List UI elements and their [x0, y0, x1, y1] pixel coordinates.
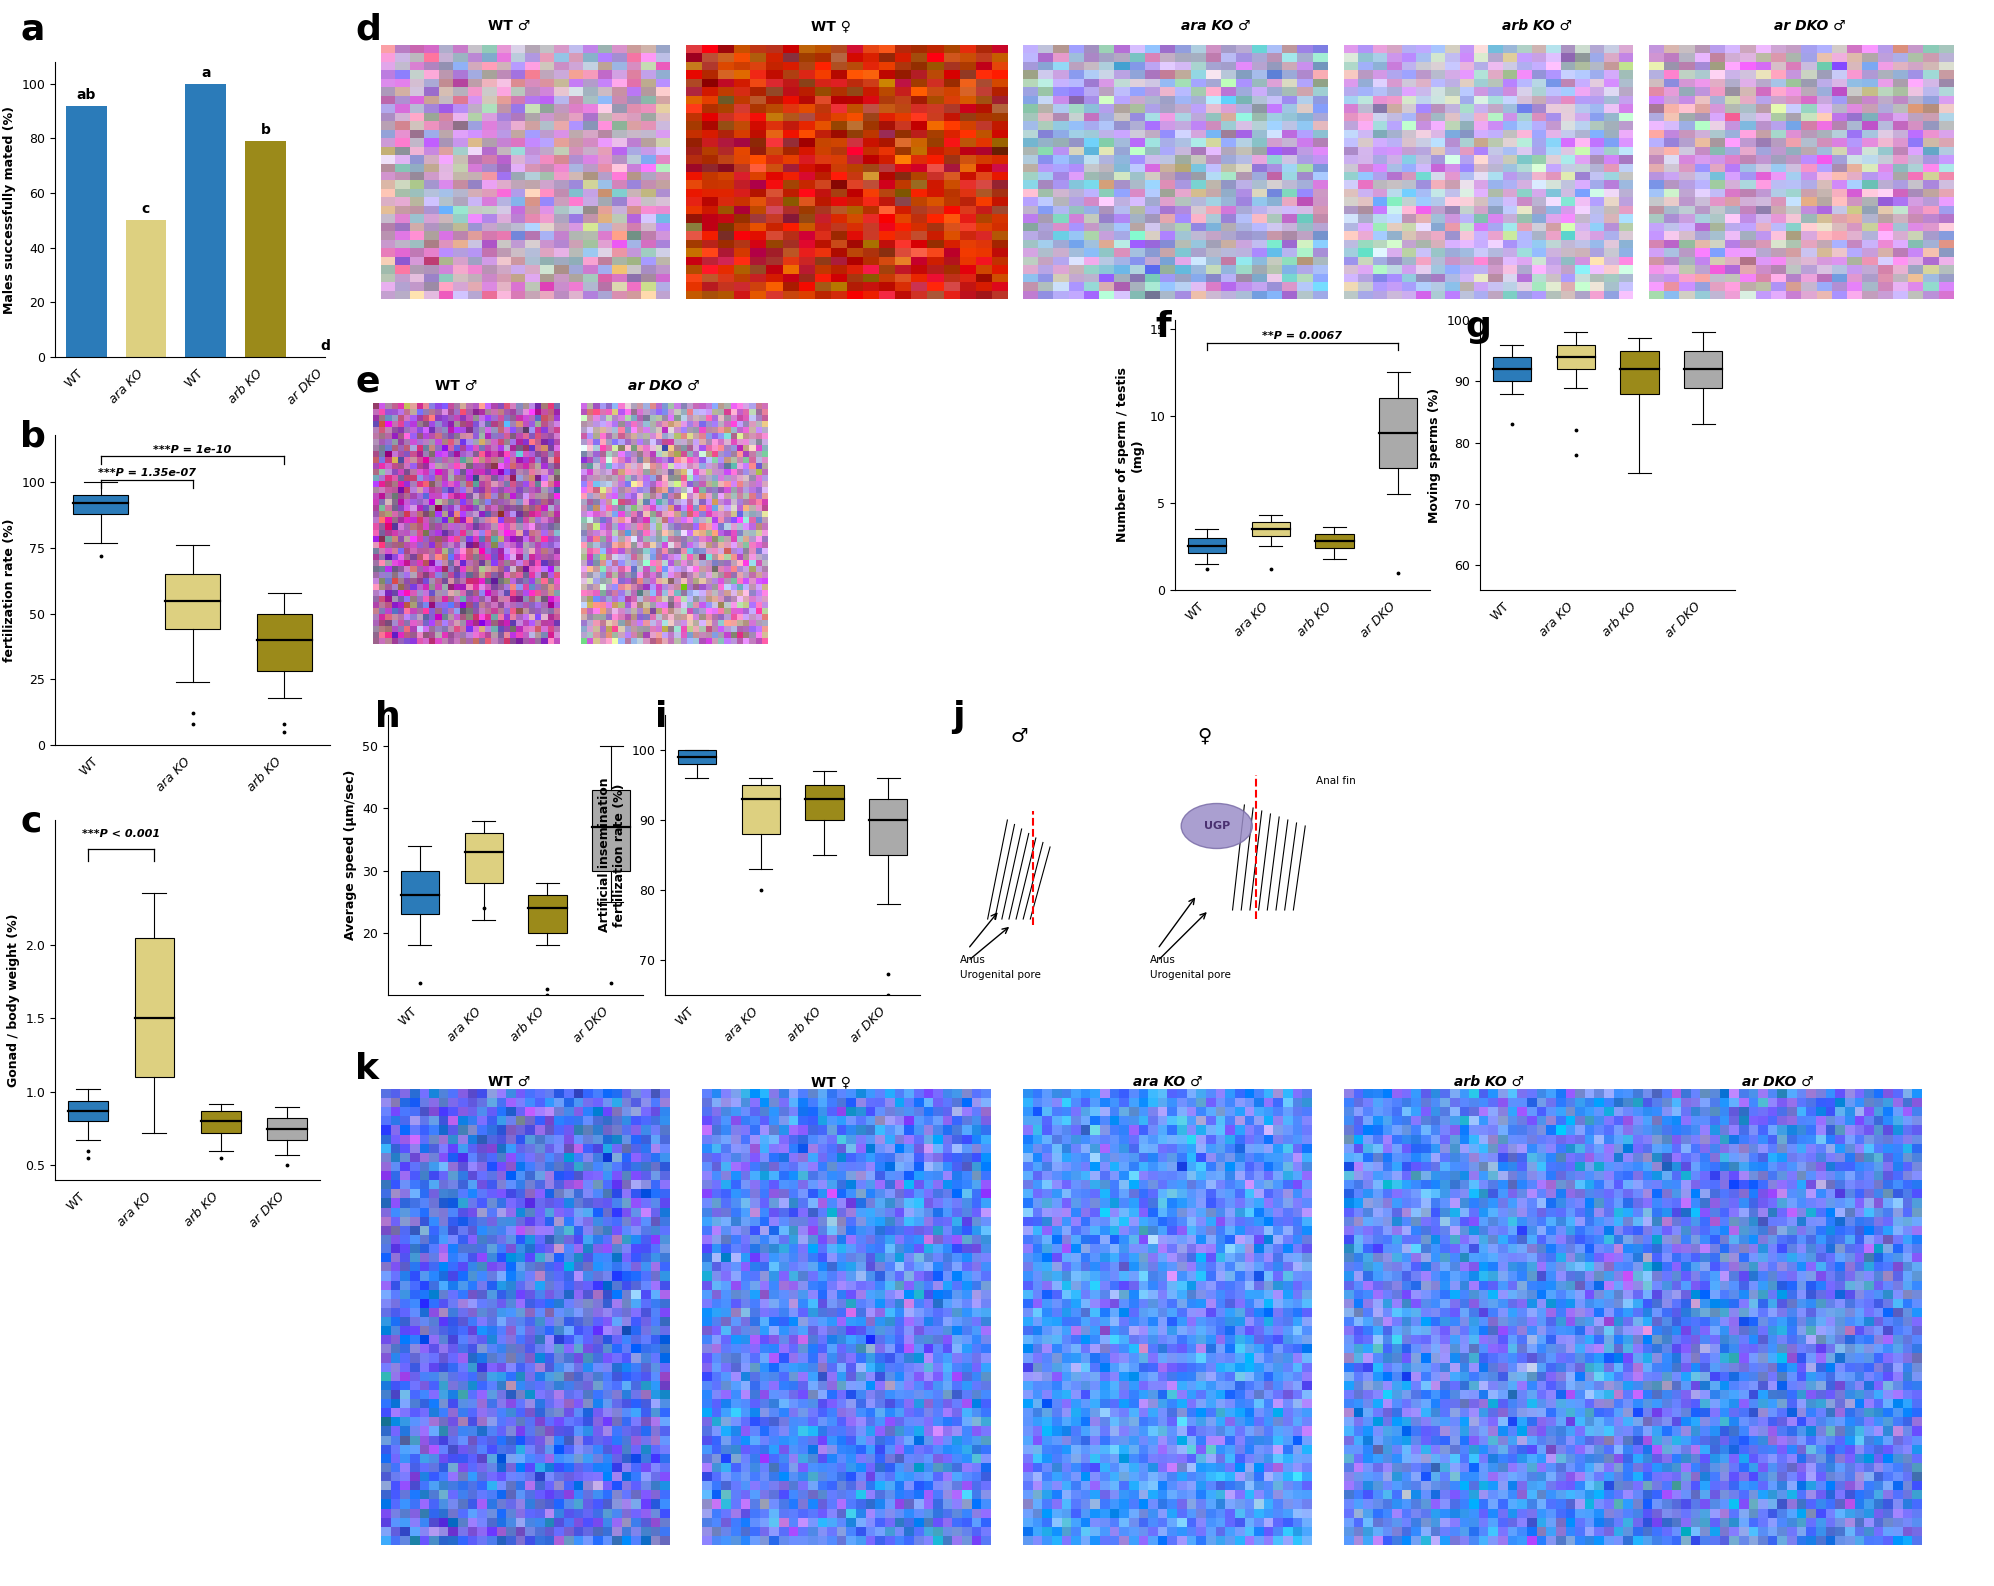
Text: WT ♀: WT ♀	[810, 1075, 849, 1090]
Text: c: c	[20, 806, 42, 839]
Bar	[66, 106, 106, 357]
Text: ar DKO ♂: ar DKO ♂	[628, 379, 700, 392]
Text: f: f	[1155, 309, 1170, 344]
Y-axis label: Moving sperms (%): Moving sperms (%)	[1428, 387, 1442, 522]
Text: ar DKO ♂: ar DKO ♂	[1775, 19, 1844, 33]
Text: h: h	[375, 699, 401, 734]
Text: WT ♂: WT ♂	[489, 19, 530, 33]
Text: k: k	[355, 1052, 379, 1086]
Text: d: d	[355, 13, 381, 46]
Text: ♂: ♂	[1011, 726, 1029, 745]
FancyBboxPatch shape	[134, 937, 173, 1077]
Text: WT ♀: WT ♀	[810, 19, 849, 33]
Y-axis label: Natural mating
fertilization rate (%): Natural mating fertilization rate (%)	[0, 519, 16, 661]
Text: d: d	[321, 339, 329, 354]
Bar	[126, 220, 166, 357]
Text: Anus: Anus	[959, 955, 985, 964]
Text: WT ♂: WT ♂	[489, 1075, 530, 1090]
FancyBboxPatch shape	[267, 1118, 307, 1140]
FancyBboxPatch shape	[74, 495, 128, 514]
Y-axis label: Number of sperm / testis
(mg): Number of sperm / testis (mg)	[1117, 368, 1145, 542]
FancyBboxPatch shape	[68, 1101, 108, 1121]
Text: Anal fin: Anal fin	[1316, 776, 1356, 787]
FancyBboxPatch shape	[806, 785, 843, 820]
FancyBboxPatch shape	[1252, 522, 1290, 536]
Text: c: c	[142, 203, 150, 216]
FancyBboxPatch shape	[1685, 351, 1723, 387]
Text: b: b	[261, 124, 271, 136]
Ellipse shape	[1180, 804, 1252, 849]
Text: ***P = 1.35e-07: ***P = 1.35e-07	[98, 468, 195, 479]
FancyBboxPatch shape	[201, 1110, 241, 1132]
Text: Urogenital pore: Urogenital pore	[959, 971, 1041, 980]
FancyBboxPatch shape	[1494, 357, 1531, 381]
Text: ***P = 1e-10: ***P = 1e-10	[154, 444, 231, 455]
Text: arb KO ♂: arb KO ♂	[1454, 1075, 1523, 1090]
Text: ar DKO ♂: ar DKO ♂	[1741, 1075, 1813, 1090]
FancyBboxPatch shape	[1188, 538, 1226, 554]
FancyBboxPatch shape	[869, 799, 907, 855]
Text: a: a	[20, 13, 44, 46]
Text: WT ♂: WT ♂	[435, 379, 477, 392]
FancyBboxPatch shape	[742, 785, 780, 834]
Y-axis label: Gonad / body weight (%): Gonad / body weight (%)	[6, 914, 20, 1086]
Text: **P = 0.0067: **P = 0.0067	[1262, 331, 1342, 341]
Text: j: j	[951, 699, 965, 734]
Y-axis label: Males successfully mated (%): Males successfully mated (%)	[2, 106, 16, 314]
Text: ***P < 0.001: ***P < 0.001	[82, 829, 160, 839]
FancyBboxPatch shape	[465, 833, 502, 883]
Bar	[185, 84, 225, 357]
FancyBboxPatch shape	[528, 896, 566, 933]
FancyBboxPatch shape	[1621, 351, 1659, 393]
FancyBboxPatch shape	[401, 871, 439, 914]
Y-axis label: Artificial insemination
fertilization rate (%): Artificial insemination fertilization ra…	[598, 777, 626, 933]
FancyBboxPatch shape	[1557, 344, 1595, 370]
Text: ♀: ♀	[1198, 726, 1212, 745]
FancyBboxPatch shape	[166, 574, 219, 630]
Text: ab: ab	[76, 87, 96, 102]
Text: Urogenital pore: Urogenital pore	[1151, 971, 1230, 980]
FancyBboxPatch shape	[678, 750, 716, 764]
Text: i: i	[654, 699, 668, 734]
Y-axis label: Average speed (μm/sec): Average speed (μm/sec)	[343, 769, 357, 940]
Text: arb KO ♂: arb KO ♂	[1501, 19, 1571, 33]
Text: ara KO ♂: ara KO ♂	[1133, 1075, 1202, 1090]
Text: UGP: UGP	[1204, 822, 1230, 831]
Text: b: b	[20, 420, 46, 454]
Text: a: a	[201, 65, 211, 79]
Text: Anus: Anus	[1151, 955, 1176, 964]
FancyBboxPatch shape	[1316, 534, 1354, 549]
Text: e: e	[355, 365, 379, 400]
FancyBboxPatch shape	[257, 614, 311, 671]
Text: g: g	[1466, 309, 1492, 344]
FancyBboxPatch shape	[592, 790, 630, 871]
Bar	[245, 141, 285, 357]
Text: ara KO ♂: ara KO ♂	[1180, 19, 1250, 33]
FancyBboxPatch shape	[1380, 398, 1418, 468]
